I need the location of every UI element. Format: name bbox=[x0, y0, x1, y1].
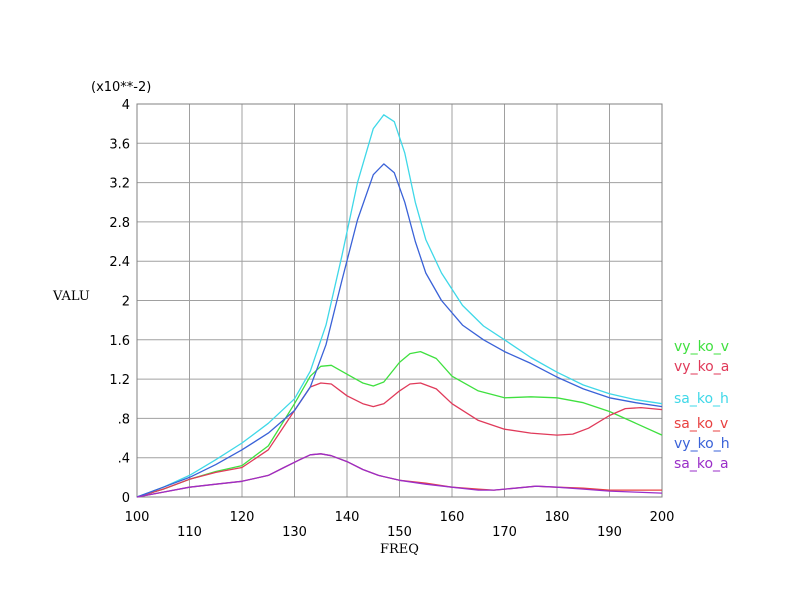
y-tick-label: 2.4 bbox=[109, 255, 130, 270]
x-tick-label: 110 bbox=[177, 525, 202, 540]
x-tick-label: 190 bbox=[597, 525, 622, 540]
grid bbox=[136, 103, 663, 498]
x-tick-label: 180 bbox=[545, 510, 570, 525]
legend-item-sa-ko-v: sa_ko_v bbox=[674, 416, 728, 432]
series-line-vy-ko-a bbox=[136, 382, 663, 498]
y-tick-label: 0 bbox=[122, 491, 130, 506]
legend-item-sa-ko-a: sa_ko_a bbox=[674, 456, 729, 472]
y-axis-label: VALU bbox=[52, 289, 90, 304]
y-tick-label: .8 bbox=[118, 412, 130, 427]
y-tick-label: 2.8 bbox=[109, 216, 130, 231]
y-tick-label: 3.6 bbox=[109, 137, 130, 152]
y-tick-label: 3.2 bbox=[109, 177, 130, 192]
x-axis-label: FREQ bbox=[380, 542, 419, 557]
legend-item-vy-ko-a: vy_ko_a bbox=[674, 359, 729, 375]
x-tick-labels: 100 110 120 130 140 150 160 170 180 190 200 bbox=[125, 510, 675, 540]
y-tick-label: .4 bbox=[118, 452, 130, 467]
x-tick-label: 120 bbox=[230, 510, 255, 525]
y-tick-labels: 0 .4 .8 1.2 1.6 2 2.4 2.8 3.2 3.6 4 bbox=[109, 98, 130, 506]
x-tick-label: 130 bbox=[282, 525, 307, 540]
y-axis-multiplier: (x10**-2) bbox=[91, 80, 151, 95]
legend-item-vy-ko-v: vy_ko_v bbox=[674, 339, 729, 355]
y-tick-label: 1.2 bbox=[109, 373, 130, 388]
series-line-vy-ko-v bbox=[136, 350, 663, 498]
series-line-vy-ko-h bbox=[136, 163, 663, 498]
legend-item-vy-ko-h: vy_ko_h bbox=[674, 436, 730, 452]
y-tick-label: 1.6 bbox=[109, 334, 130, 349]
series-lines bbox=[136, 114, 663, 498]
x-tick-label: 150 bbox=[387, 525, 412, 540]
y-tick-label: 4 bbox=[122, 98, 130, 113]
legend: vy_ko_v vy_ko_a sa_ko_h sa_ko_v vy_ko_h sa_ko… bbox=[674, 339, 730, 472]
x-tick-label: 160 bbox=[440, 510, 465, 525]
legend-item-sa-ko-h: sa_ko_h bbox=[674, 391, 729, 407]
series-line-sa-ko-h bbox=[136, 114, 663, 498]
x-tick-label: 200 bbox=[650, 510, 675, 525]
x-tick-label: 100 bbox=[125, 510, 150, 525]
series-line-sa-ko-a bbox=[136, 453, 663, 498]
x-tick-label: 140 bbox=[335, 510, 360, 525]
x-tick-label: 170 bbox=[492, 525, 517, 540]
y-tick-label: 2 bbox=[122, 295, 130, 310]
plot-frame bbox=[136, 103, 663, 498]
